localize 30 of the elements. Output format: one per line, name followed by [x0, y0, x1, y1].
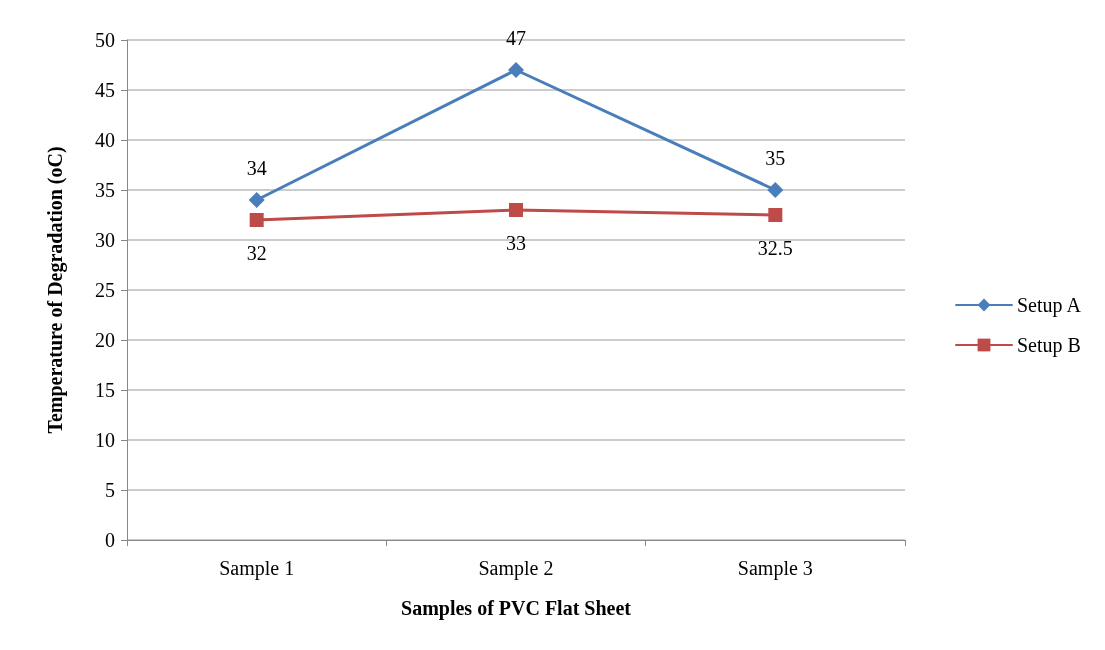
- point: [509, 203, 523, 217]
- x-axis-title: Samples of PVC Flat Sheet: [401, 597, 632, 620]
- y-tick-label: 15: [95, 379, 115, 401]
- y-tick-label: 40: [95, 129, 115, 151]
- y-tick-label: 35: [95, 179, 115, 201]
- y-tick-label: 30: [95, 229, 115, 251]
- y-tick-label: 0: [105, 529, 115, 551]
- x-tick-label: Sample 2: [478, 557, 554, 580]
- data-label: 32: [246, 242, 267, 264]
- legend-label: Setup A: [1017, 294, 1082, 317]
- data-label: 33: [506, 232, 526, 254]
- data-label: 32.5: [757, 237, 793, 259]
- y-axis-title: Temperature of Degradation (oC): [44, 146, 67, 434]
- point: [767, 182, 784, 198]
- y-tick-label: 50: [95, 29, 115, 51]
- x-tick-label: Sample 1: [219, 557, 295, 580]
- y-tick-label: 5: [105, 479, 115, 501]
- y-tick-label: 10: [95, 429, 115, 451]
- data-label: 47: [506, 27, 526, 49]
- y-tick-label: 25: [95, 279, 115, 301]
- data-label: 34: [246, 157, 267, 179]
- point: [508, 62, 524, 78]
- x-tick-label: Sample 3: [737, 557, 813, 580]
- point: [249, 213, 264, 227]
- y-tick-label: 20: [95, 329, 115, 351]
- point: [248, 192, 265, 208]
- point: [768, 208, 783, 222]
- y-tick-label: 45: [95, 79, 115, 101]
- data-label: 35: [765, 147, 786, 169]
- legend-label: Setup B: [1017, 334, 1081, 357]
